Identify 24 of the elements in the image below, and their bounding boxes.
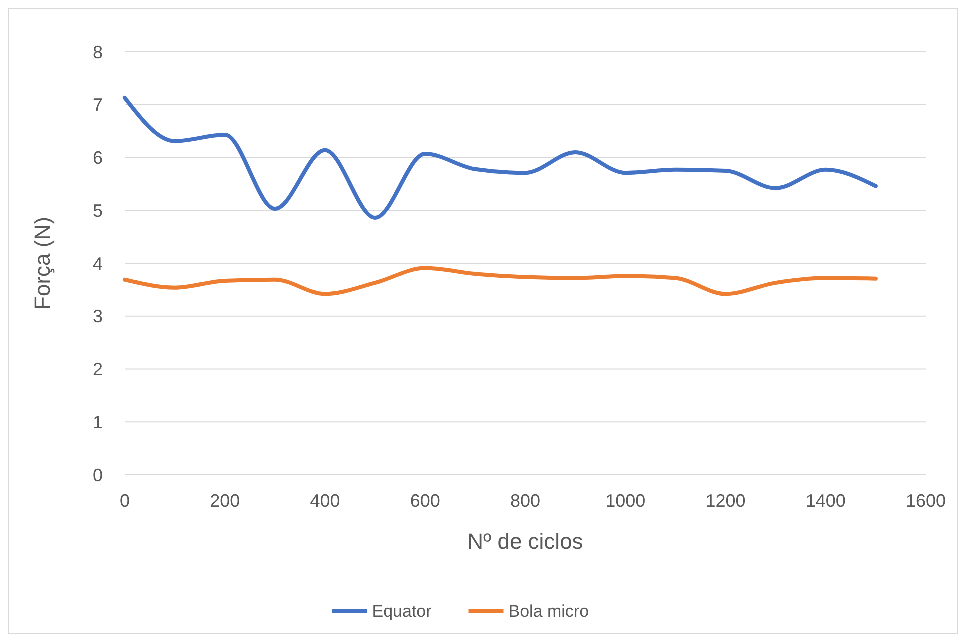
x-tick-label: 1400	[806, 491, 846, 511]
x-tick-label: 1600	[906, 491, 946, 511]
x-tick-label: 600	[410, 491, 440, 511]
legend-label: Equator	[372, 602, 432, 621]
x-tick-label: 400	[310, 491, 340, 511]
y-tick-label: 6	[92, 148, 103, 168]
x-tick-label: 0	[120, 491, 130, 511]
x-tick-label: 1000	[606, 491, 646, 511]
y-tick-label: 1	[92, 412, 103, 432]
y-tick-label: 4	[92, 254, 103, 274]
legend-label: Bola micro	[508, 602, 590, 621]
line-series	[123, 266, 878, 296]
y-tick-label: 3	[92, 306, 103, 327]
x-tick-label: 200	[210, 491, 240, 511]
y-tick-label: 7	[92, 95, 103, 116]
x-axis-title: Nº de ciclos	[468, 529, 584, 554]
y-tick-label: 2	[92, 360, 103, 380]
x-tick-label: 1200	[706, 491, 746, 511]
line-series	[123, 96, 878, 220]
x-tick-label: 800	[510, 491, 541, 511]
y-tick-label: 8	[92, 42, 103, 62]
y-tick-label: 5	[92, 200, 103, 221]
y-axis-title: Força (N)	[30, 217, 55, 310]
y-tick-label: 0	[92, 465, 103, 486]
